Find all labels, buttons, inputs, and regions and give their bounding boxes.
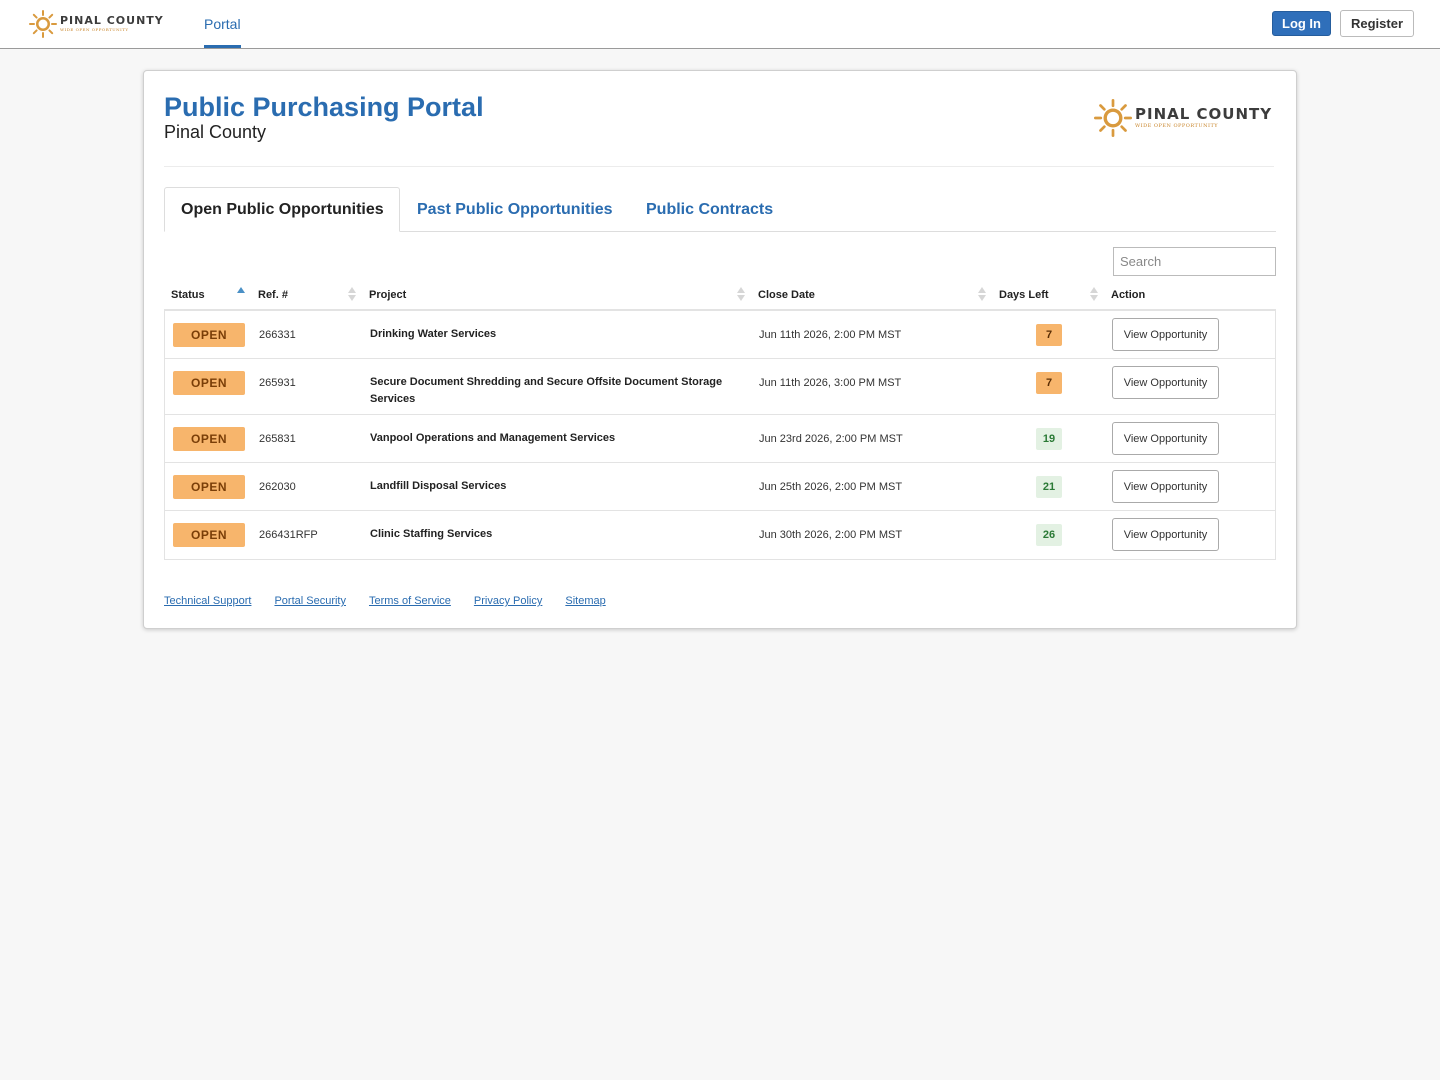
footer-links: Technical Support Portal Security Terms … bbox=[164, 595, 629, 607]
close-date: Jun 11th 2026, 2:00 PM MST bbox=[759, 329, 902, 341]
footer-link-portal-security[interactable]: Portal Security bbox=[274, 595, 346, 607]
project-name: Clinic Staffing Services bbox=[370, 528, 493, 540]
tab-past-public-opportunities[interactable]: Past Public Opportunities bbox=[417, 200, 613, 218]
ref-number: 266431RFP bbox=[259, 529, 318, 541]
table-row: OPEN 265831 Vanpool Operations and Manag… bbox=[165, 415, 1275, 463]
project-name: Secure Document Shredding and Secure Off… bbox=[370, 376, 723, 405]
sort-icon[interactable] bbox=[1090, 287, 1098, 303]
view-opportunity-button[interactable]: View Opportunity bbox=[1112, 366, 1219, 399]
table-row: OPEN 266331 Drinking Water Services Jun … bbox=[165, 311, 1275, 359]
sort-icon[interactable] bbox=[737, 287, 745, 303]
logo-tagline: WIDE OPEN OPPORTUNITY bbox=[60, 27, 129, 32]
opportunities-table: Status Ref. # Project Close Date Days Le… bbox=[164, 281, 1276, 560]
tabs-divider bbox=[164, 231, 1276, 232]
divider bbox=[164, 166, 1274, 167]
column-header-ref[interactable]: Ref. # bbox=[258, 289, 288, 301]
project-name: Drinking Water Services bbox=[370, 328, 497, 340]
days-left-badge: 21 bbox=[1036, 476, 1062, 498]
register-button[interactable]: Register bbox=[1340, 10, 1414, 37]
close-date: Jun 23rd 2026, 2:00 PM MST bbox=[759, 433, 903, 445]
sun-logo-icon bbox=[1094, 99, 1132, 137]
days-left-badge: 7 bbox=[1036, 372, 1062, 394]
pinal-county-logo[interactable]: PINAL COUNTY WIDE OPEN OPPORTUNITY bbox=[29, 10, 164, 38]
top-navbar: PINAL COUNTY WIDE OPEN OPPORTUNITY Porta… bbox=[0, 0, 1440, 49]
table-row: OPEN 265931 Secure Document Shredding an… bbox=[165, 359, 1275, 415]
tab-open-public-opportunities[interactable]: Open Public Opportunities bbox=[164, 187, 400, 232]
view-opportunity-button[interactable]: View Opportunity bbox=[1112, 518, 1219, 551]
nav-portal-link[interactable]: Portal bbox=[204, 0, 241, 48]
page-subtitle: Pinal County bbox=[164, 122, 267, 142]
status-badge: OPEN bbox=[173, 371, 245, 395]
status-badge: OPEN bbox=[173, 475, 245, 499]
sun-logo-icon bbox=[29, 10, 57, 38]
table-row: OPEN 266431RFP Clinic Staffing Services … bbox=[165, 511, 1275, 559]
status-badge: OPEN bbox=[173, 523, 245, 547]
sort-icon[interactable] bbox=[978, 287, 986, 303]
view-opportunity-button[interactable]: View Opportunity bbox=[1112, 422, 1219, 455]
column-header-status[interactable]: Status bbox=[171, 289, 205, 301]
table-header: Status Ref. # Project Close Date Days Le… bbox=[164, 281, 1276, 311]
logo-name: PINAL COUNTY bbox=[1135, 105, 1273, 123]
logo-name: PINAL COUNTY bbox=[60, 14, 164, 27]
footer-link-terms-of-service[interactable]: Terms of Service bbox=[368, 595, 451, 607]
login-button[interactable]: Log In bbox=[1272, 11, 1331, 36]
days-left-badge: 26 bbox=[1036, 524, 1062, 546]
footer-link-privacy-policy[interactable]: Privacy Policy bbox=[473, 595, 543, 607]
tab-public-contracts[interactable]: Public Contracts bbox=[646, 200, 774, 218]
column-header-project[interactable]: Project bbox=[369, 289, 407, 301]
page-title: Public Purchasing Portal bbox=[164, 92, 484, 122]
column-header-action: Action bbox=[1111, 289, 1146, 301]
ref-number: 265831 bbox=[259, 433, 296, 445]
logo-tagline: WIDE OPEN OPPORTUNITY bbox=[1135, 123, 1219, 129]
search-input[interactable] bbox=[1113, 247, 1276, 276]
days-left-badge: 19 bbox=[1036, 428, 1062, 450]
sort-icon[interactable] bbox=[348, 287, 356, 303]
footer-link-technical-support[interactable]: Technical Support bbox=[164, 595, 252, 607]
table-body: OPEN 266331 Drinking Water Services Jun … bbox=[164, 311, 1276, 560]
view-opportunity-button[interactable]: View Opportunity bbox=[1112, 318, 1219, 351]
status-badge: OPEN bbox=[173, 323, 245, 347]
project-name: Vanpool Operations and Management Servic… bbox=[370, 432, 616, 444]
close-date: Jun 30th 2026, 2:00 PM MST bbox=[759, 529, 903, 541]
ref-number: 262030 bbox=[259, 481, 296, 493]
project-name: Landfill Disposal Services bbox=[370, 480, 507, 492]
status-badge: OPEN bbox=[173, 427, 245, 451]
footer-link-sitemap[interactable]: Sitemap bbox=[565, 595, 606, 607]
ref-number: 265931 bbox=[259, 377, 296, 389]
view-opportunity-button[interactable]: View Opportunity bbox=[1112, 470, 1219, 503]
portal-card: Public Purchasing Portal Pinal County PI… bbox=[143, 70, 1297, 629]
sort-ascending-icon[interactable] bbox=[237, 287, 245, 303]
ref-number: 266331 bbox=[259, 329, 296, 341]
days-left-badge: 7 bbox=[1036, 324, 1062, 346]
close-date: Jun 25th 2026, 2:00 PM MST bbox=[759, 481, 903, 493]
close-date: Jun 11th 2026, 3:00 PM MST bbox=[759, 377, 902, 389]
table-row: OPEN 262030 Landfill Disposal Services J… bbox=[165, 463, 1275, 511]
pinal-county-card-logo: PINAL COUNTY WIDE OPEN OPPORTUNITY bbox=[1094, 99, 1272, 137]
column-header-days-left[interactable]: Days Left bbox=[999, 289, 1049, 301]
column-header-close-date[interactable]: Close Date bbox=[758, 289, 815, 301]
